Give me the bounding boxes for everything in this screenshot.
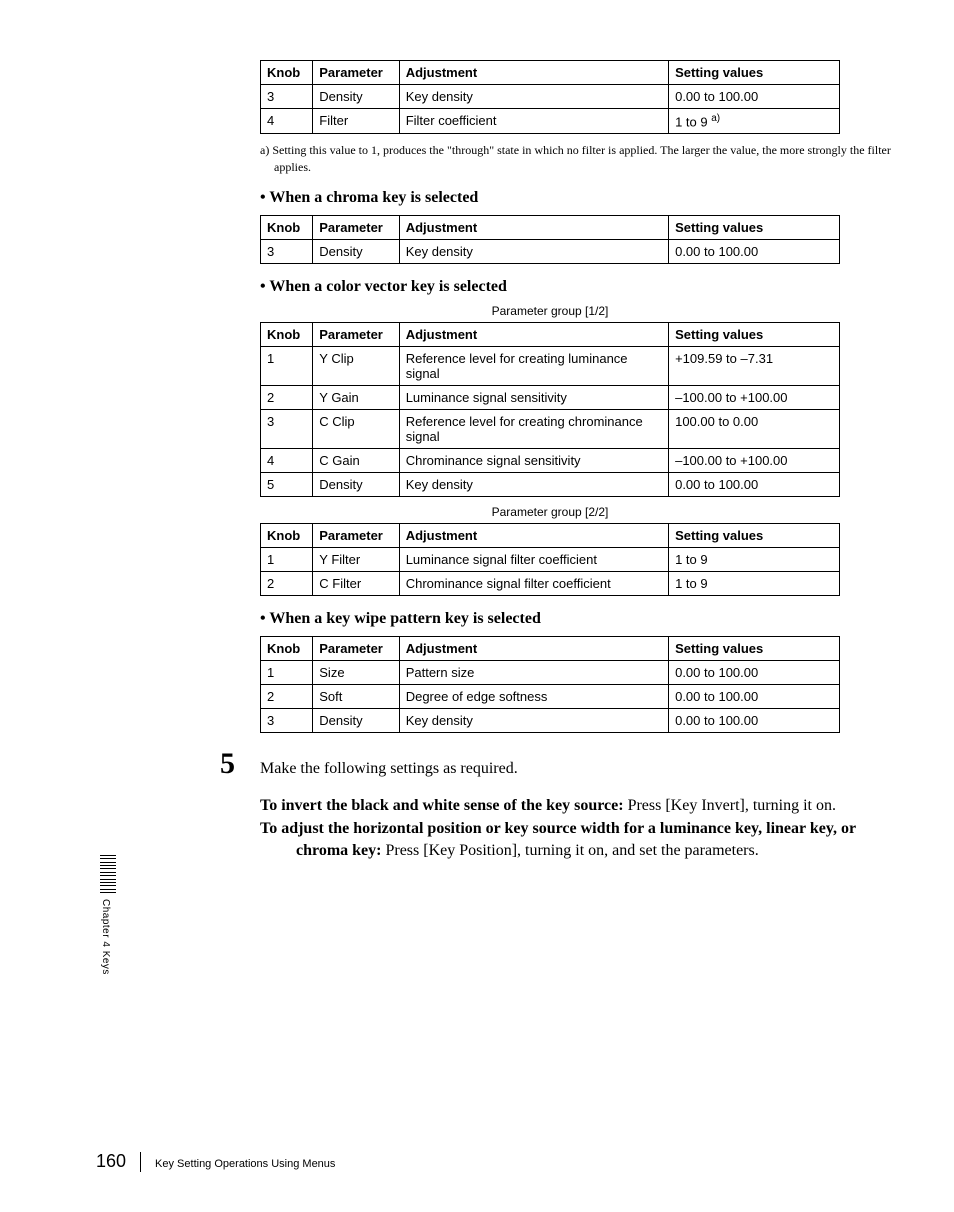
cell: 100.00 to 0.00 <box>669 409 840 448</box>
th-setting: Setting values <box>669 322 840 346</box>
cell: Luminance signal filter coefficient <box>399 547 668 571</box>
cell: C Filter <box>313 571 399 595</box>
th-adjustment: Adjustment <box>399 523 668 547</box>
step-text-5: Make the following settings as required. <box>260 760 518 778</box>
cell: Luminance signal sensitivity <box>399 385 668 409</box>
cell: 5 <box>261 472 313 496</box>
footnote-a: a) Setting this value to 1, produces the… <box>260 142 894 174</box>
th-adjustment: Adjustment <box>399 215 668 239</box>
cell: 0.00 to 100.00 <box>669 684 840 708</box>
side-tab: Chapter 4 Keys <box>100 855 116 975</box>
cell: 3 <box>261 409 313 448</box>
cell: Y Gain <box>313 385 399 409</box>
cell: 0.00 to 100.00 <box>669 239 840 263</box>
cell: C Clip <box>313 409 399 448</box>
cell: Density <box>313 708 399 732</box>
cell: Filter <box>313 109 399 134</box>
th-adjustment: Adjustment <box>399 61 668 85</box>
cell: 1 <box>261 346 313 385</box>
instruction-adjust: To adjust the horizontal position or key… <box>260 818 894 861</box>
cell: Y Clip <box>313 346 399 385</box>
cell: 2 <box>261 385 313 409</box>
cell: Key density <box>399 472 668 496</box>
tab-marker-icon <box>100 855 116 893</box>
cell: Density <box>313 239 399 263</box>
cell: –100.00 to +100.00 <box>669 385 840 409</box>
cell: 1 to 9 <box>669 547 840 571</box>
caption-group-1-2: Parameter group [1/2] <box>260 304 840 318</box>
cell: Y Filter <box>313 547 399 571</box>
cell: +109.59 to –7.31 <box>669 346 840 385</box>
cell: Chrominance signal filter coefficient <box>399 571 668 595</box>
th-knob: Knob <box>261 523 313 547</box>
cell: 1 <box>261 547 313 571</box>
cell: 3 <box>261 239 313 263</box>
caption-group-2-2: Parameter group [2/2] <box>260 505 840 519</box>
instruction-invert: To invert the black and white sense of t… <box>260 795 894 817</box>
cell: Key density <box>399 85 668 109</box>
cell: Density <box>313 472 399 496</box>
page-footer: 160 Key Setting Operations Using Menus <box>96 1151 335 1172</box>
th-parameter: Parameter <box>313 61 399 85</box>
th-setting: Setting values <box>669 523 840 547</box>
cell: 2 <box>261 684 313 708</box>
param-table-wipe: Knob Parameter Adjustment Setting values… <box>260 636 840 733</box>
cell: Density <box>313 85 399 109</box>
cell: Soft <box>313 684 399 708</box>
cell: 1 <box>261 660 313 684</box>
cell: 4 <box>261 109 313 134</box>
cell: 3 <box>261 708 313 732</box>
cell: 0.00 to 100.00 <box>669 85 840 109</box>
cell: Pattern size <box>399 660 668 684</box>
cell: 2 <box>261 571 313 595</box>
th-parameter: Parameter <box>313 322 399 346</box>
heading-colorvec: When a color vector key is selected <box>260 278 894 296</box>
param-table-top: Knob Parameter Adjustment Setting values… <box>260 60 840 134</box>
footer-divider <box>140 1152 141 1172</box>
th-knob: Knob <box>261 322 313 346</box>
cell: Reference level for creating luminance s… <box>399 346 668 385</box>
cell: Size <box>313 660 399 684</box>
param-table-chroma: Knob Parameter Adjustment Setting values… <box>260 215 840 264</box>
footer-title: Key Setting Operations Using Menus <box>155 1158 335 1170</box>
cell: Key density <box>399 239 668 263</box>
th-parameter: Parameter <box>313 215 399 239</box>
cell: Degree of edge softness <box>399 684 668 708</box>
heading-chroma: When a chroma key is selected <box>260 189 894 207</box>
th-parameter: Parameter <box>313 636 399 660</box>
th-setting: Setting values <box>669 215 840 239</box>
param-table-colorvec-1: Knob Parameter Adjustment Setting values… <box>260 322 840 497</box>
cell: Filter coefficient <box>399 109 668 134</box>
cell: 1 to 9 a) <box>669 109 840 134</box>
th-knob: Knob <box>261 636 313 660</box>
th-adjustment: Adjustment <box>399 636 668 660</box>
param-table-colorvec-2: Knob Parameter Adjustment Setting values… <box>260 523 840 596</box>
heading-wipe: When a key wipe pattern key is selected <box>260 610 894 628</box>
cell: 0.00 to 100.00 <box>669 708 840 732</box>
th-setting: Setting values <box>669 61 840 85</box>
cell: Key density <box>399 708 668 732</box>
cell: Chrominance signal sensitivity <box>399 448 668 472</box>
page-number: 160 <box>96 1151 126 1172</box>
cell: 0.00 to 100.00 <box>669 472 840 496</box>
step-number-5: 5 <box>220 747 260 781</box>
th-knob: Knob <box>261 215 313 239</box>
cell: 0.00 to 100.00 <box>669 660 840 684</box>
th-knob: Knob <box>261 61 313 85</box>
th-adjustment: Adjustment <box>399 322 668 346</box>
cell: 3 <box>261 85 313 109</box>
cell: 1 to 9 <box>669 571 840 595</box>
th-parameter: Parameter <box>313 523 399 547</box>
cell: –100.00 to +100.00 <box>669 448 840 472</box>
th-setting: Setting values <box>669 636 840 660</box>
cell: 4 <box>261 448 313 472</box>
cell: Reference level for creating chrominance… <box>399 409 668 448</box>
cell: C Gain <box>313 448 399 472</box>
chapter-label: Chapter 4 Keys <box>100 899 111 975</box>
